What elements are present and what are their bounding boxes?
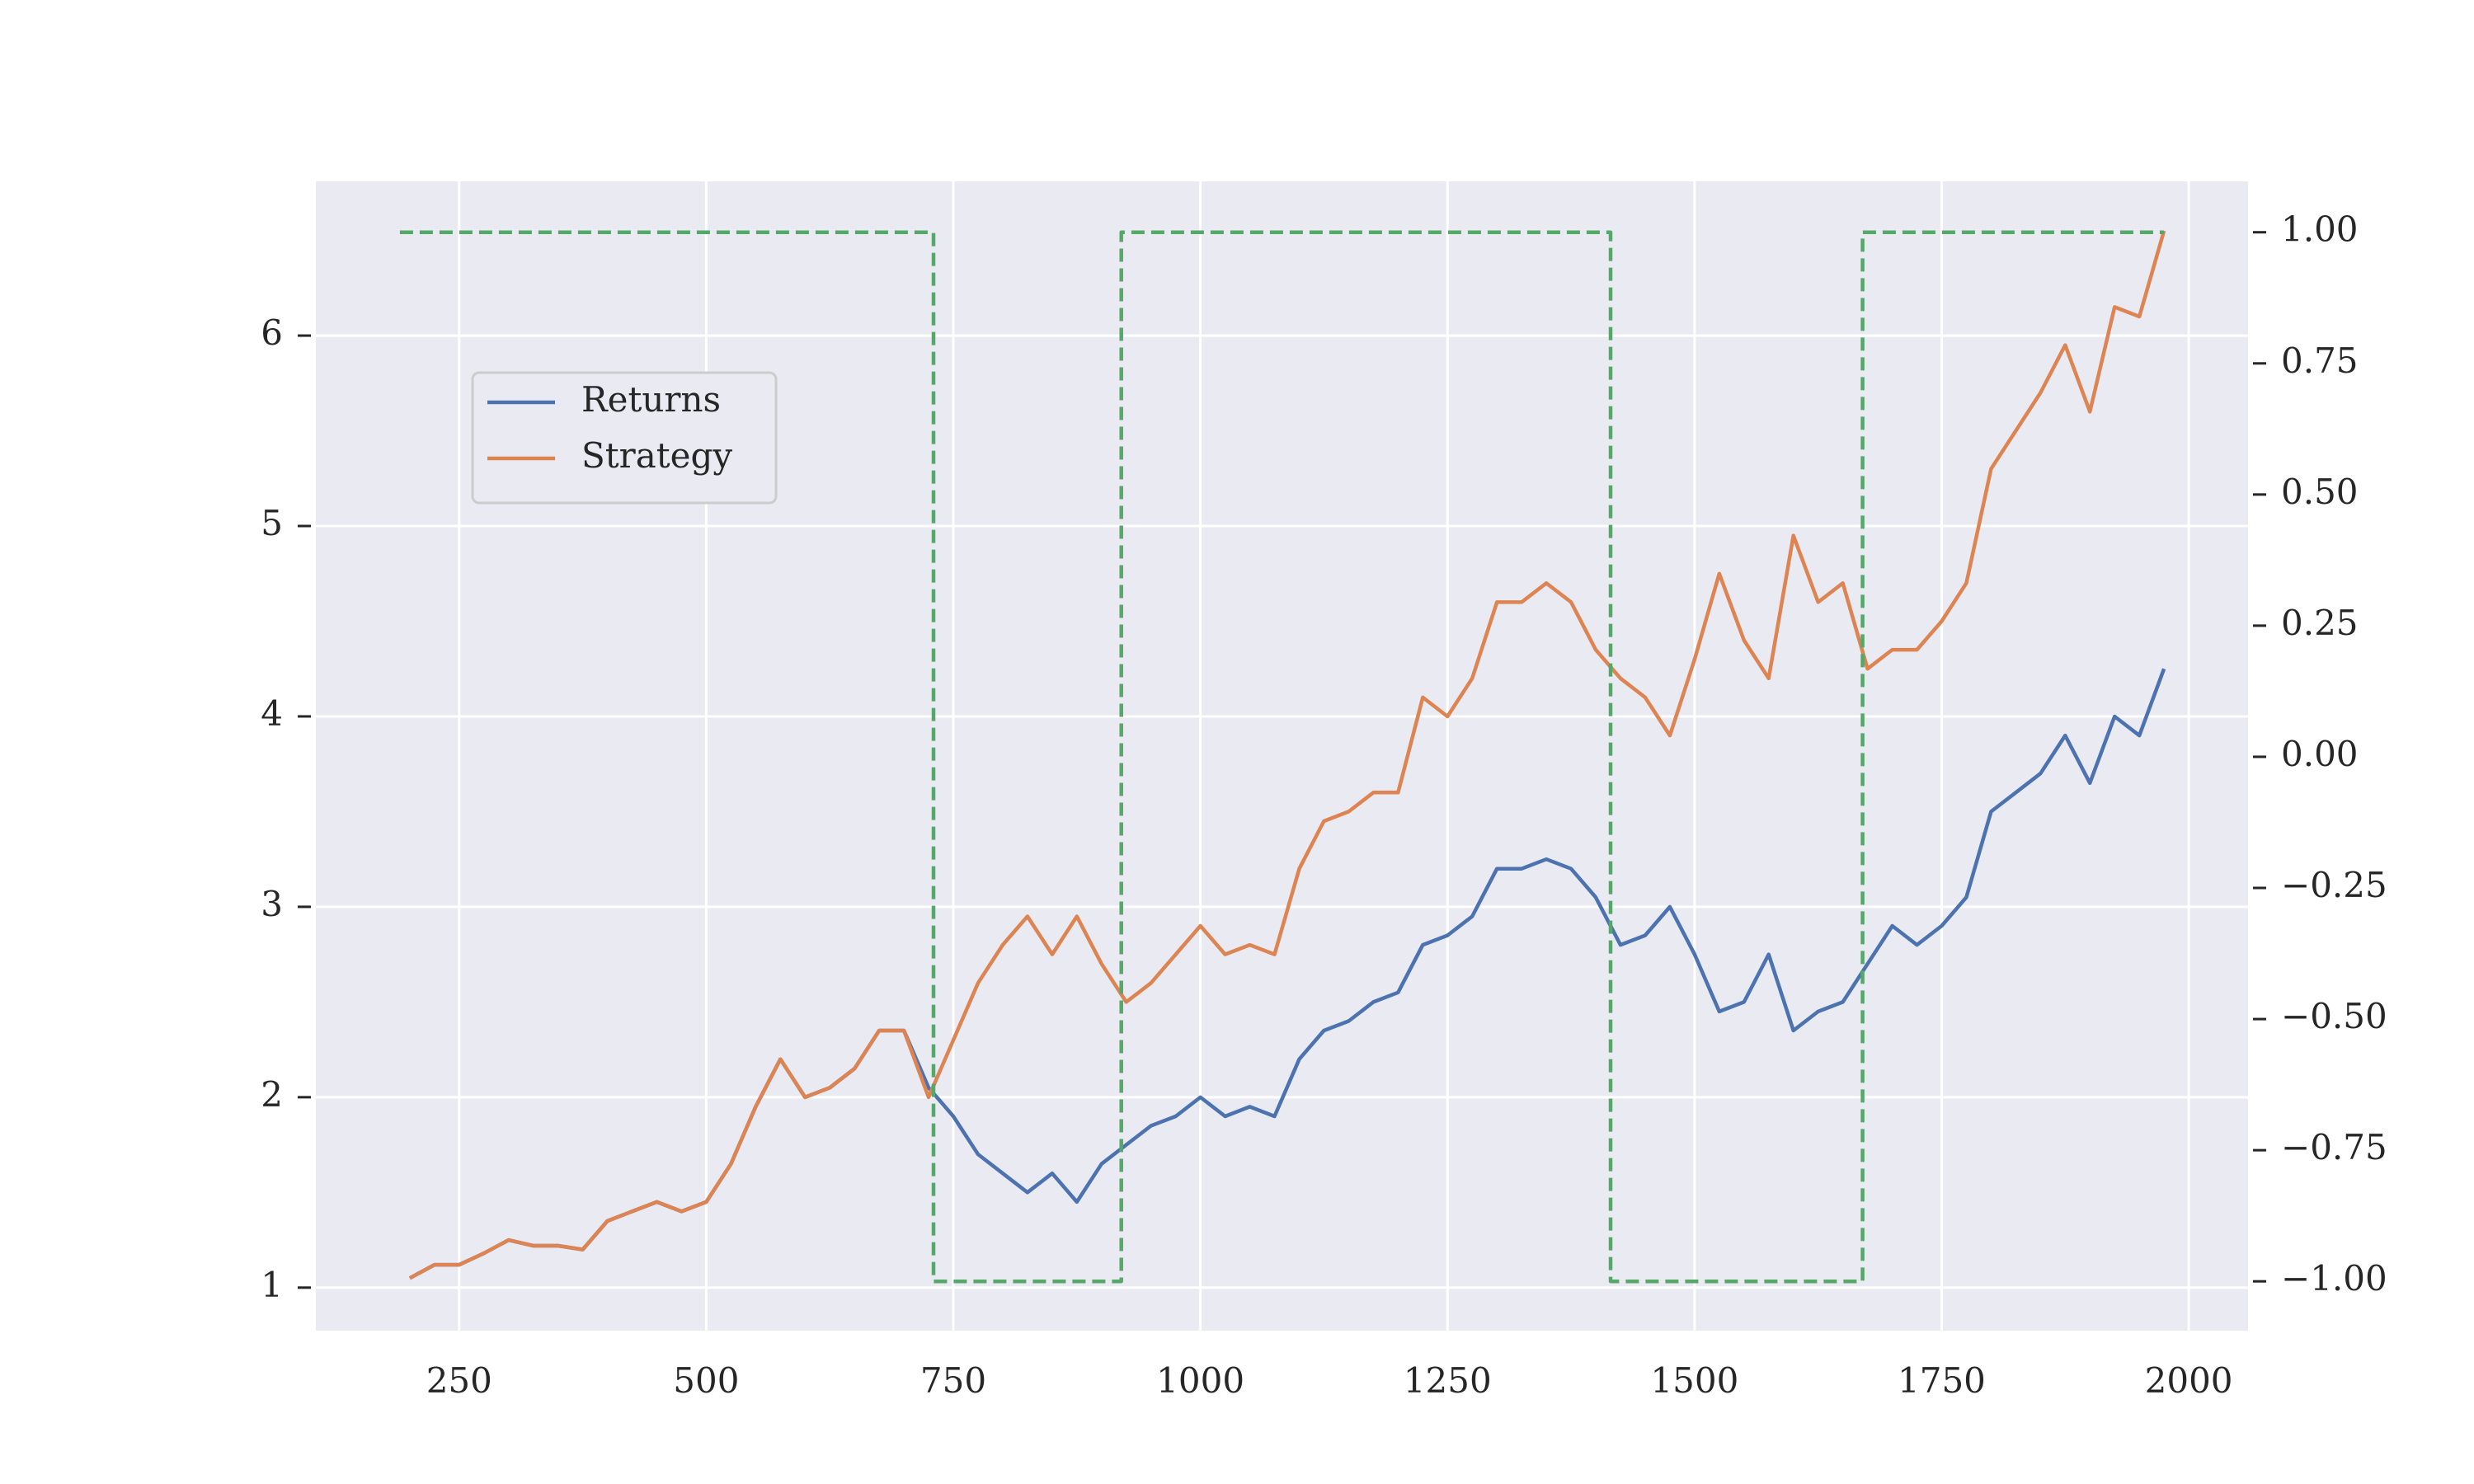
y-tick-label: 3 xyxy=(261,884,283,924)
legend-label: Strategy xyxy=(581,435,732,476)
x-tick-label: 750 xyxy=(920,1360,986,1401)
legend: Returns Strategy xyxy=(471,371,778,505)
x-tick-label: 2000 xyxy=(2145,1360,2233,1401)
x-tick-label: 500 xyxy=(673,1360,739,1401)
y2-tick-label: −1.00 xyxy=(2281,1258,2387,1298)
y2-tick-label: −0.50 xyxy=(2281,996,2387,1036)
x-tick-label: 1000 xyxy=(1156,1360,1244,1401)
legend-label: Returns xyxy=(581,379,721,420)
y2-tick-label: 0.25 xyxy=(2281,603,2359,643)
x-tick-label: 1500 xyxy=(1650,1360,1738,1401)
x-tick-label: 1750 xyxy=(1898,1360,1986,1401)
y-tick-label: 6 xyxy=(261,312,283,353)
series-line xyxy=(408,230,2166,1280)
plot-area xyxy=(316,181,2248,1331)
x-tick-label: 1250 xyxy=(1404,1360,1492,1401)
y-tick-label: 1 xyxy=(261,1265,283,1305)
y-tick-label: 2 xyxy=(261,1074,283,1115)
y-tick-label: 5 xyxy=(261,503,283,543)
y2-tick-label: −0.75 xyxy=(2281,1127,2387,1167)
y2-tick-label: 0.50 xyxy=(2281,472,2359,512)
y-tick-label: 4 xyxy=(261,693,283,734)
x-tick-label: 250 xyxy=(426,1360,492,1401)
series-line xyxy=(399,230,2165,1284)
legend-box xyxy=(471,371,778,505)
y2-tick-label: 0.75 xyxy=(2281,340,2359,381)
y2-tick-label: 0.00 xyxy=(2281,734,2359,774)
y2-tick-label: −0.25 xyxy=(2281,865,2387,905)
y2-tick-label: 1.00 xyxy=(2281,209,2359,250)
